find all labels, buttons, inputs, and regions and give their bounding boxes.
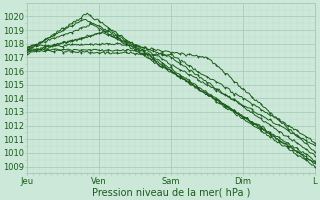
- X-axis label: Pression niveau de la mer( hPa ): Pression niveau de la mer( hPa ): [92, 187, 250, 197]
